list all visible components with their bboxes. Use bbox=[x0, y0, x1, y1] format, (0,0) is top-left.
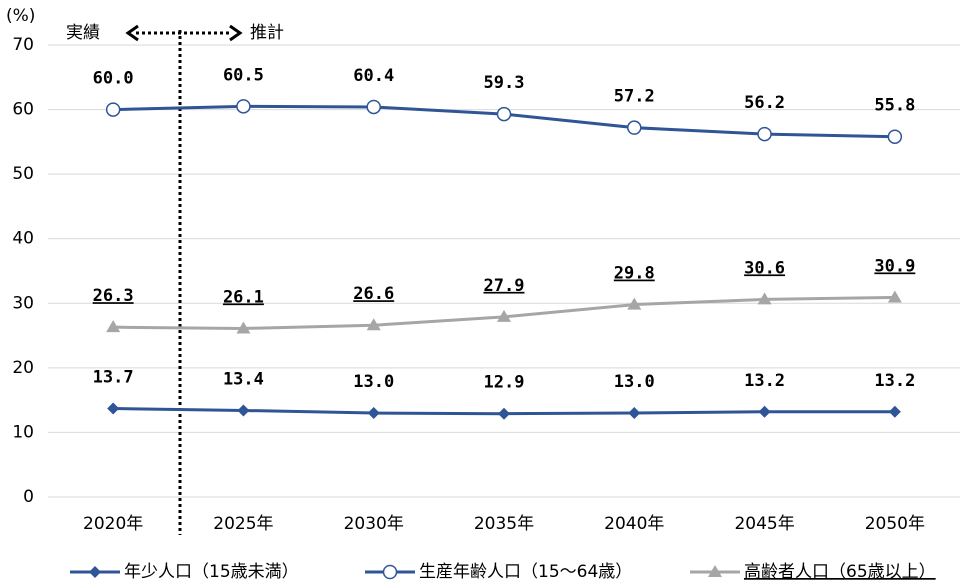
x-tick-label: 2050年 bbox=[865, 514, 925, 534]
legend-marker bbox=[382, 564, 398, 580]
x-tick-label: 2035年 bbox=[474, 514, 534, 534]
y-tick-label: 70 bbox=[12, 35, 34, 55]
y-tick-label: 10 bbox=[12, 422, 34, 442]
data-label: 26.6 bbox=[353, 284, 394, 304]
x-tick-label: 2030年 bbox=[344, 514, 404, 534]
y-tick-label: 0 bbox=[23, 487, 34, 507]
marker bbox=[236, 321, 251, 334]
marker bbox=[366, 318, 381, 331]
marker bbox=[627, 297, 642, 310]
data-label: 60.0 bbox=[93, 69, 134, 89]
marker bbox=[628, 407, 641, 420]
legend-marker bbox=[89, 566, 101, 578]
marker bbox=[106, 320, 121, 333]
x-tick-label: 2020年 bbox=[83, 514, 143, 534]
data-label: 13.4 bbox=[223, 369, 264, 389]
marker bbox=[496, 106, 512, 122]
legend-label: 生産年齢人口（15～64歳） bbox=[419, 562, 632, 582]
marker bbox=[757, 292, 772, 305]
data-label: 30.6 bbox=[744, 258, 785, 278]
marker bbox=[888, 405, 901, 418]
data-label: 59.3 bbox=[484, 73, 525, 93]
data-label: 13.2 bbox=[874, 371, 915, 391]
data-label: 13.2 bbox=[744, 371, 785, 391]
marker bbox=[498, 407, 510, 420]
data-label: 30.9 bbox=[874, 256, 915, 276]
data-label: 12.9 bbox=[484, 373, 525, 393]
data-label: 13.7 bbox=[93, 368, 134, 388]
marker bbox=[887, 129, 903, 144]
y-tick-label: 60 bbox=[12, 100, 34, 120]
data-label: 29.8 bbox=[614, 264, 655, 284]
y-tick-label: 30 bbox=[12, 293, 34, 313]
arrow-head bbox=[125, 24, 139, 42]
marker bbox=[105, 102, 121, 117]
marker bbox=[497, 309, 511, 322]
data-label: 26.1 bbox=[223, 287, 264, 307]
x-tick-label: 2025年 bbox=[213, 514, 273, 534]
legend-label: 高齢者人口（65歳以上） bbox=[744, 562, 936, 582]
y-tick-label: 40 bbox=[12, 229, 34, 249]
marker bbox=[367, 407, 380, 420]
data-label: 26.3 bbox=[93, 286, 134, 306]
arrow-head bbox=[229, 24, 243, 42]
data-label: 55.8 bbox=[874, 96, 915, 116]
y-axis-label: (%) bbox=[6, 6, 35, 26]
marker bbox=[757, 126, 772, 142]
legend-marker bbox=[708, 565, 722, 577]
data-label: 13.0 bbox=[614, 372, 655, 392]
data-label: 56.2 bbox=[744, 93, 785, 113]
data-label: 27.9 bbox=[484, 276, 525, 296]
marker bbox=[107, 402, 120, 415]
legend-label: 年少人口（15歳未満） bbox=[124, 562, 299, 582]
marker bbox=[627, 120, 642, 135]
data-label: 57.2 bbox=[614, 87, 655, 107]
data-label: 60.5 bbox=[223, 65, 264, 85]
annotation: 実績 bbox=[66, 23, 100, 43]
marker bbox=[758, 405, 771, 418]
annotation: 推計 bbox=[250, 23, 284, 43]
x-tick-label: 2045年 bbox=[734, 514, 794, 534]
marker bbox=[366, 99, 381, 115]
y-tick-label: 20 bbox=[12, 358, 34, 378]
marker bbox=[887, 290, 902, 303]
data-label: 60.4 bbox=[353, 66, 394, 86]
x-tick-label: 2040年 bbox=[604, 514, 664, 534]
marker bbox=[236, 99, 251, 114]
marker bbox=[237, 404, 250, 417]
y-tick-label: 50 bbox=[12, 164, 34, 184]
data-label: 13.0 bbox=[353, 372, 394, 392]
